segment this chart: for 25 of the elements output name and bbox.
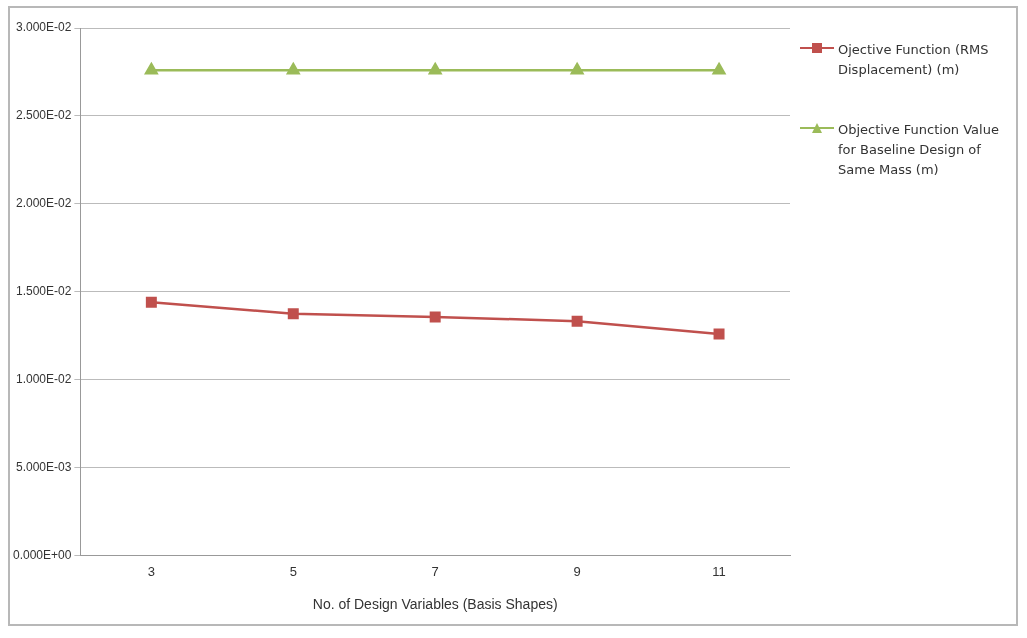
point <box>429 311 441 323</box>
x-tick-label: 5 <box>289 563 297 579</box>
point <box>571 315 583 327</box>
y-tick-label: 3.000E-02 <box>16 20 72 35</box>
point <box>713 328 725 340</box>
y-tick-label: 5.000E-03 <box>16 459 72 474</box>
legend-label: Objective Function Value for Baseline Design of Same Mass (m) <box>838 121 1000 179</box>
y-tick-label: 1.500E-02 <box>16 284 72 299</box>
point <box>144 62 158 75</box>
point <box>428 62 442 75</box>
point <box>287 308 299 320</box>
y-tick-label: 0.000E+00 <box>13 547 72 562</box>
x-tick-label: 11 <box>712 563 726 579</box>
point <box>712 62 726 75</box>
point <box>570 62 584 75</box>
x-tick-label: 9 <box>573 563 581 579</box>
x-axis-title: No. of Design Variables (Basis Shapes) <box>312 596 558 613</box>
x-tick-label: 3 <box>147 563 155 579</box>
y-tick-label: 1.000E-02 <box>16 372 72 387</box>
point <box>145 296 157 308</box>
y-tick-label: 2.500E-02 <box>16 108 72 123</box>
y-tick-label: 2.000E-02 <box>16 196 72 211</box>
point <box>286 62 300 75</box>
x-tick-label: 7 <box>431 563 439 579</box>
legend-label: Ojective Function (RMS Displacement) (m) <box>838 41 990 79</box>
